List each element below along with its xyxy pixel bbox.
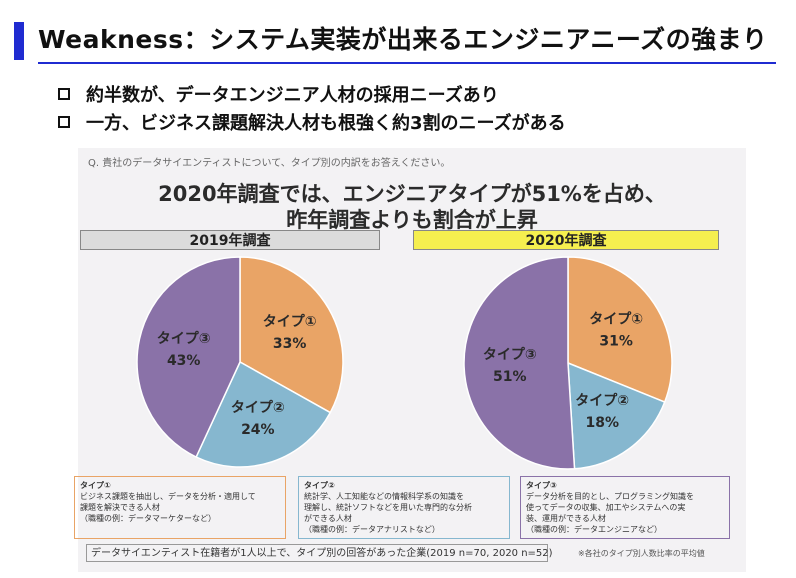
pie-slice-type1 (239, 256, 344, 414)
description-line: （職種の例：データエンジニアなど） (526, 525, 662, 534)
figure-headline-line2: 昨年調査よりも割合が上昇 (286, 208, 538, 232)
description-line: ビジネス課題を抽出し、データを分析・適用して (80, 492, 256, 501)
pie-category-label: タイプ③ (483, 347, 537, 363)
description-line: 理解し、統計ソフトなどを用いた専門的な分析 (304, 503, 472, 512)
pie-slice-type2 (567, 361, 666, 470)
pie-category-label: タイプ① (589, 312, 643, 328)
checkbox-bullet-icon (58, 116, 70, 128)
pie-slice-type1 (567, 256, 673, 404)
pie-category-label: タイプ① (263, 314, 317, 330)
title-accent-bar (14, 22, 24, 60)
bullet-item: 一方、ビジネス課題解決人材も根強く約3割のニーズがある (58, 108, 566, 136)
description-line: 使ってデータの収集、加工やシステムへの実 (526, 503, 686, 512)
pie-category-label: タイプ② (231, 400, 285, 416)
description-line: （職種の例：データマーケターなど） (80, 514, 216, 523)
description-line: （職種の例：データアナリストなど） (304, 525, 440, 534)
title-divider (38, 62, 776, 64)
pie-chart-2019: タイプ① 33% タイプ② 24% タイプ③ 43% (136, 256, 344, 468)
pie-slice-type2 (195, 360, 332, 468)
bullet-item: 約半数が、データエンジニア人材の採用ニーズあり (58, 80, 566, 108)
bullet-text: 約半数が、データエンジニア人材の採用ニーズあり (86, 85, 499, 106)
sample-note: データサイエンティスト在籍者が1人以上で、タイプ別の回答があった企業(2019 … (86, 544, 553, 562)
footnote: ※各社のタイプ別人数比率の平均値 (578, 549, 705, 558)
bullet-text: 一方、ビジネス課題解決人材も根強く約3割のニーズがある (86, 113, 566, 134)
type1-description: タイプ① ビジネス課題を抽出し、データを分析・適用して 課題を解決できる人材 （職種の… (74, 476, 286, 539)
description-heading: タイプ② (304, 481, 335, 490)
pie-chart-2020: タイプ① 31% タイプ② 18% タイプ③ 51% (463, 256, 673, 470)
description-line: 課題を解決できる人材 (80, 503, 160, 512)
pie-category-label: タイプ③ (157, 331, 211, 347)
pie-value-label: 24% (241, 422, 275, 438)
checkbox-bullet-icon (58, 88, 70, 100)
pie-value-label: 18% (585, 415, 619, 431)
description-line: 装、運用ができる人材 (526, 514, 606, 523)
survey-question: Q. 貴社のデータサイエンティストについて、タイプ別の内訳をお答えください。 (88, 158, 451, 169)
pie-category-label: タイプ② (575, 393, 629, 409)
description-line: ができる人材 (304, 514, 352, 523)
description-line: 統計学、人工知能などの情報科学系の知識を (304, 492, 464, 501)
type3-description: タイプ③ データ分析を目的とし、プログラミング知識を 使ってデータの収集、加工やシス… (520, 476, 730, 539)
description-line: データ分析を目的とし、プログラミング知識を (526, 492, 694, 501)
pie-value-label: 33% (273, 336, 307, 352)
description-heading: タイプ① (80, 481, 111, 490)
figure-headline-line1: 2020年調査では、エンジニアタイプが51%を占め、 (158, 182, 666, 206)
type2-description: タイプ② 統計学、人工知能などの情報科学系の知識を 理解し、統計ソフトなどを用いた専… (298, 476, 510, 539)
pie-slice-type3 (463, 256, 576, 470)
bullet-list: 約半数が、データエンジニア人材の採用ニーズあり 一方、ビジネス課題解決人材も根強… (58, 80, 566, 136)
pie-value-label: 51% (493, 369, 527, 385)
pie-value-label: 31% (599, 334, 633, 350)
year-label-2020: 2020年調査 (413, 230, 719, 250)
pie-value-label: 43% (167, 353, 201, 369)
slide-title: Weakness：システム実装が出来るエンジニアニーズの強まり (38, 25, 768, 54)
year-label-2019: 2019年調査 (80, 230, 380, 250)
pie-slice-type3 (136, 256, 241, 459)
description-heading: タイプ③ (526, 481, 557, 490)
